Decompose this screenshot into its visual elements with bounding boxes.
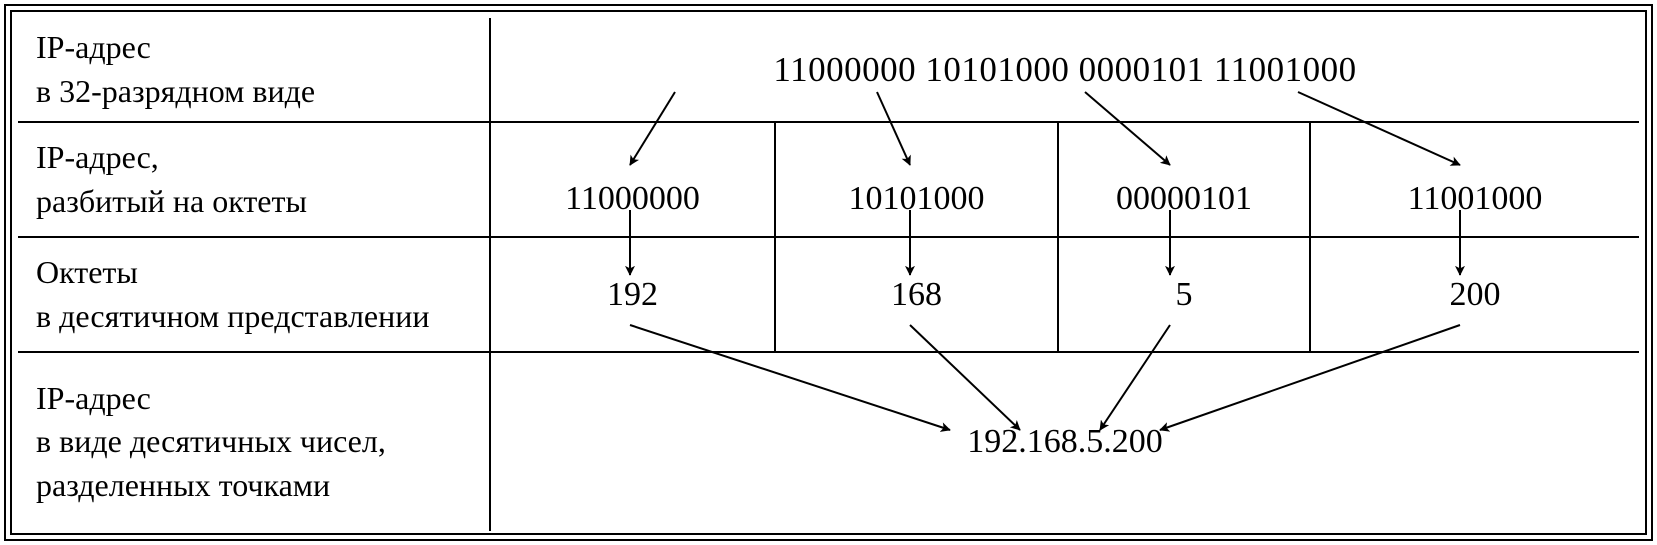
row3-dec-2: 168: [776, 238, 1059, 353]
row2-label: IP-адрес, разбитый на октеты: [18, 123, 491, 238]
row2-oct2-text: 10101000: [849, 180, 985, 218]
row1-value-text: 11000000 10101000 0000101 11001000: [773, 50, 1356, 90]
row2-octet-3: 00000101: [1059, 123, 1311, 238]
row3-dec-1: 192: [491, 238, 776, 353]
row3-dec-3: 5: [1059, 238, 1311, 353]
row1-label: IP-адрес в 32-разрядном виде: [18, 18, 491, 123]
row3-label: Октеты в десятичном представлении: [18, 238, 491, 353]
row3-dec2-text: 168: [891, 276, 942, 314]
row4-label-line1: IP-адрес: [36, 377, 489, 420]
row3-dec4-text: 200: [1450, 276, 1501, 314]
row2-octet-2: 10101000: [776, 123, 1059, 238]
row3-dec3-text: 5: [1176, 276, 1193, 314]
row3-label-line2: в десятичном представлении: [36, 295, 489, 338]
row2-oct4-text: 11001000: [1408, 180, 1543, 218]
row3-dec-4: 200: [1311, 238, 1639, 353]
row4-value: 192.168.5.200: [491, 353, 1639, 531]
row2-label-line1: IP-адрес,: [36, 136, 489, 179]
row1-label-line2: в 32-разрядном виде: [36, 70, 489, 113]
row1-value: 11000000 10101000 0000101 11001000: [491, 18, 1639, 123]
row1-label-line1: IP-адрес: [36, 26, 489, 69]
row2-oct3-text: 00000101: [1116, 180, 1252, 218]
ip-address-diagram: IP-адрес в 32-разрядном виде 11000000 10…: [0, 0, 1657, 545]
row2-oct1-text: 11000000: [565, 180, 700, 218]
row2-octet-4: 11001000: [1311, 123, 1639, 238]
row4-label: IP-адрес в виде десятичных чисел, раздел…: [18, 353, 491, 531]
row3-label-line1: Октеты: [36, 251, 489, 294]
row2-label-line2: разбитый на октеты: [36, 180, 489, 223]
row4-label-line2: в виде десятичных чисел,: [36, 420, 489, 463]
row2-octet-1: 11000000: [491, 123, 776, 238]
row4-value-text: 192.168.5.200: [967, 423, 1163, 461]
row3-dec1-text: 192: [607, 276, 658, 314]
row4-label-line3: разделенных точками: [36, 464, 489, 507]
